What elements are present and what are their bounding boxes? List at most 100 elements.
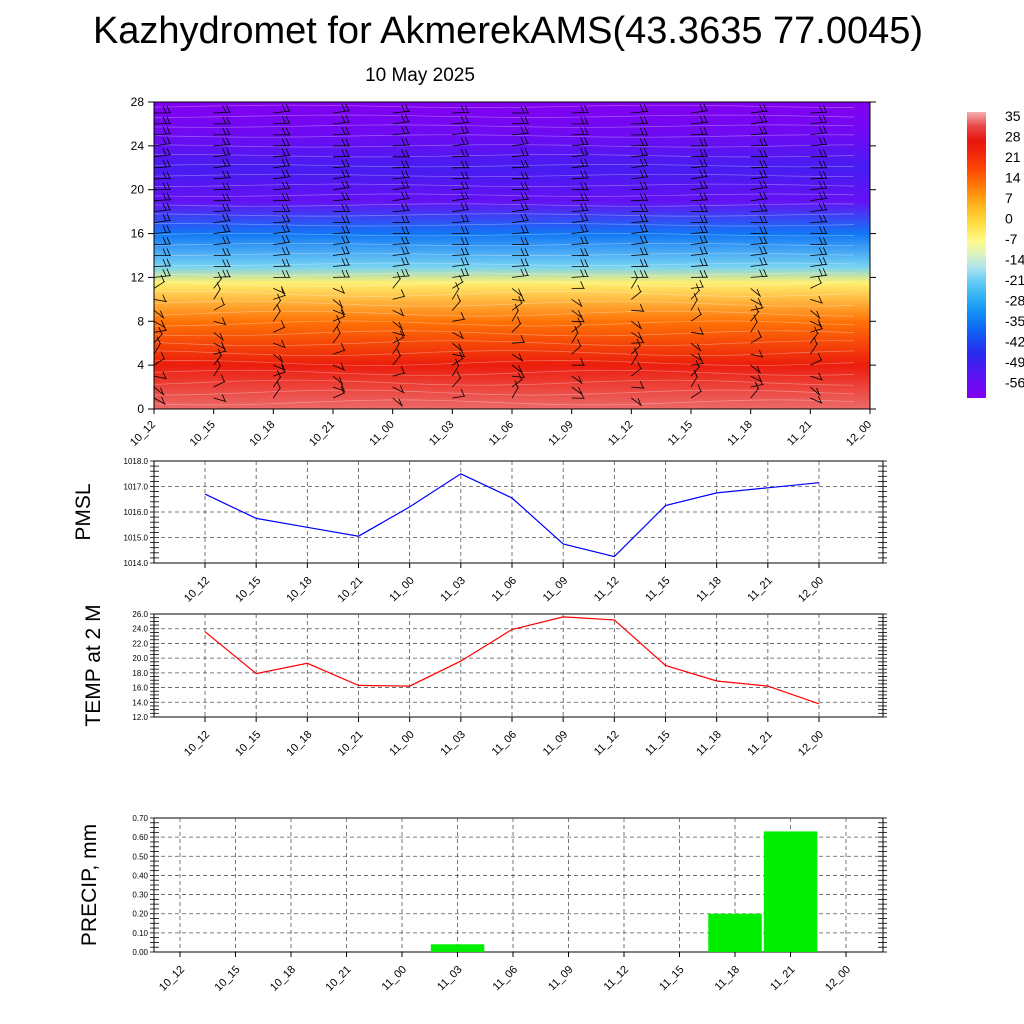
heatmap-x-axis: 10_12 10_15 10_18 10_21 11_00 11_03 11_06 11_09… xyxy=(128,409,874,449)
colorbar-label: -28 xyxy=(1005,293,1024,309)
x-tick-label: 10_15 xyxy=(213,964,243,994)
wind-barb xyxy=(511,213,529,223)
x-tick-label: 10_12 xyxy=(157,964,187,994)
contour-line xyxy=(154,262,855,266)
wind-barb xyxy=(273,158,291,169)
wind-barb xyxy=(213,147,231,158)
x-tick-label: 11_06 xyxy=(490,575,520,605)
wind-barb xyxy=(273,246,291,256)
wind-barb xyxy=(690,225,708,234)
colorbar: 35 28 21 14 7 0 -7 -14 -21 -28 -35 -42 -49 -56 xyxy=(967,108,1024,398)
wind-barb xyxy=(571,182,589,191)
wind-barb xyxy=(154,336,162,355)
wind-barb xyxy=(690,342,702,352)
wind-barb xyxy=(750,297,763,306)
wind-barb xyxy=(452,351,464,366)
wind-barb xyxy=(571,317,582,333)
wind-barb xyxy=(810,386,821,396)
wind-barb xyxy=(273,127,291,136)
x-tick-label: 11_21 xyxy=(768,964,798,994)
wind-barb xyxy=(631,380,645,389)
wind-barb xyxy=(810,149,828,158)
x-tick-label: 11_21 xyxy=(745,575,775,605)
wind-barb xyxy=(869,134,870,135)
wind-barb xyxy=(154,159,172,169)
wind-barb xyxy=(631,270,649,278)
wind-barb xyxy=(690,246,708,256)
wind-barb xyxy=(511,159,530,169)
wind-barb xyxy=(511,364,523,374)
wind-barb xyxy=(392,215,410,223)
wind-barb xyxy=(571,269,589,278)
wind-barb xyxy=(631,104,649,114)
y-tick-label: 26.0 xyxy=(132,610,148,619)
x-tick-label: 11_12 xyxy=(592,729,622,759)
wind-barb xyxy=(750,191,768,202)
wind-barb xyxy=(571,358,585,366)
wind-barb xyxy=(392,330,405,344)
y-tick-label: 1018.0 xyxy=(124,457,149,466)
wind-barb xyxy=(273,258,291,267)
wind-barb xyxy=(750,180,768,191)
wind-barb xyxy=(691,138,708,147)
colorbar-bar xyxy=(967,112,986,398)
wind-barb xyxy=(332,192,351,202)
wind-barb xyxy=(690,283,701,300)
wind-barb xyxy=(750,215,768,224)
x-tick-label: 11_00 xyxy=(380,964,410,994)
wind-barb xyxy=(810,214,828,223)
wind-barb xyxy=(273,103,291,114)
wind-barb xyxy=(810,352,823,366)
x-tick-label: 12_00 xyxy=(796,575,826,605)
wind-barb xyxy=(332,126,351,136)
wind-barb xyxy=(511,258,530,267)
wind-barb xyxy=(690,369,699,388)
x-tick-label: 11_06 xyxy=(487,419,517,449)
y-axis-label: PMSL xyxy=(72,483,95,540)
wind-barb xyxy=(154,371,167,380)
wind-barb xyxy=(810,372,823,381)
y-axis-label: TEMP at 2 M xyxy=(82,604,105,726)
colorbar-label: -42 xyxy=(1005,334,1024,350)
contour-line xyxy=(154,164,855,168)
wind-barb xyxy=(750,170,768,180)
wind-barb xyxy=(392,226,410,234)
wind-barb xyxy=(631,169,649,180)
heatmap-contours xyxy=(154,104,855,406)
x-tick-label: 10_18 xyxy=(247,419,277,449)
wind-barb xyxy=(213,331,224,341)
x-tick-label: 11_03 xyxy=(435,964,465,994)
x-tick-label: 11_21 xyxy=(745,729,775,759)
wind-barb xyxy=(511,171,530,180)
wind-barb xyxy=(452,115,470,125)
wind-barb xyxy=(571,137,589,147)
wind-barb xyxy=(571,386,583,395)
x-tick-label: 12_00 xyxy=(796,729,826,759)
contour-line xyxy=(154,389,855,396)
panel-frame xyxy=(153,613,884,718)
wind-barb xyxy=(810,247,828,256)
wind-barb xyxy=(690,215,709,223)
x-tick-label: 10_18 xyxy=(268,964,298,994)
wind-barb xyxy=(691,204,708,213)
wind-barb xyxy=(154,147,171,158)
y-tick-label: 1017.0 xyxy=(124,483,149,492)
wind-barb xyxy=(631,247,649,256)
y-tick-label: 16.0 xyxy=(132,684,148,693)
x-tick-label: 11_15 xyxy=(657,964,687,994)
wind-barb xyxy=(750,374,763,383)
wind-barb xyxy=(631,338,641,355)
wind-barb xyxy=(392,328,406,337)
wind-barb xyxy=(690,127,709,136)
wind-barb xyxy=(392,271,402,289)
contour-line xyxy=(154,203,855,207)
wind-barb xyxy=(452,226,470,234)
wind-barb xyxy=(690,192,709,202)
wind-barb xyxy=(452,342,463,352)
colorbar-label: -21 xyxy=(1005,272,1024,288)
wind-barb xyxy=(452,202,470,212)
wind-barb xyxy=(690,360,701,377)
y-tick-label: 0.40 xyxy=(132,871,148,880)
wind-barb xyxy=(750,103,768,114)
